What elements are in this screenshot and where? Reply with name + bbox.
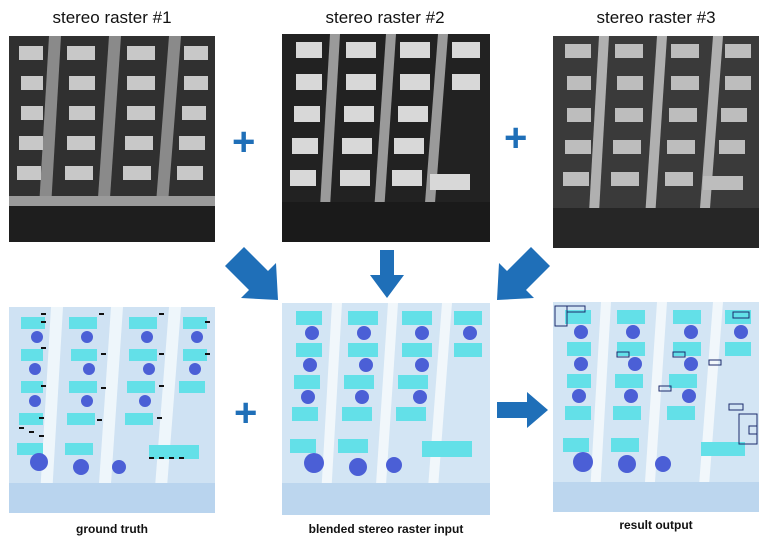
label-result-output: result output xyxy=(619,518,693,532)
ground-truth-image xyxy=(9,307,215,513)
label-blended-stereo-raster-input: blended stereo raster input xyxy=(308,522,464,536)
arrow-diagonal-right-icon xyxy=(225,247,278,300)
stereo-raster-3-image xyxy=(553,36,759,248)
arrow-diagonal-left-icon xyxy=(497,247,550,300)
stereo-raster-2-image xyxy=(282,34,490,242)
label-stereo-raster-3: stereo raster #3 xyxy=(596,8,716,27)
result-output-image xyxy=(553,302,759,512)
plus-icon-top-left: + xyxy=(232,120,256,164)
blended-stereo-raster-image xyxy=(282,303,490,515)
stereo-raster-1-image xyxy=(9,36,215,242)
arrow-down-icon xyxy=(370,250,404,298)
plus-icon-bottom: + xyxy=(234,391,258,435)
label-ground-truth: ground truth xyxy=(76,522,148,536)
label-stereo-raster-1: stereo raster #1 xyxy=(52,8,172,27)
arrow-right-icon xyxy=(497,392,548,428)
label-stereo-raster-2: stereo raster #2 xyxy=(325,8,445,27)
plus-icon-top-right: + xyxy=(504,116,528,160)
